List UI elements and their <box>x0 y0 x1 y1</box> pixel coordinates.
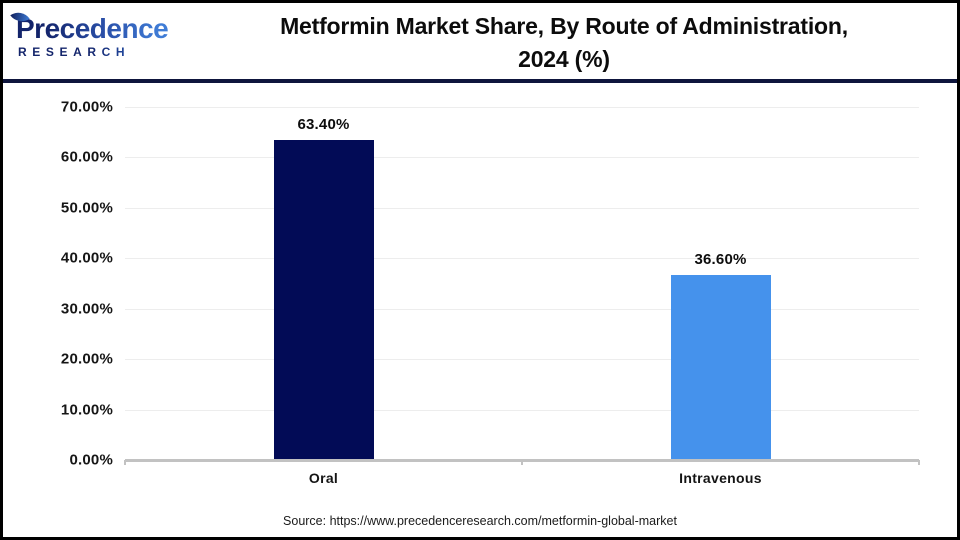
header: Precedence RESEARCH Metformin Market Sha… <box>3 3 957 79</box>
header-divider <box>3 79 957 83</box>
brand-logo: Precedence RESEARCH <box>10 7 176 59</box>
x-axis-tick <box>918 460 920 465</box>
y-tick-label: 0.00% <box>69 451 113 469</box>
chart-title-line1: Metformin Market Share, By Route of Admi… <box>280 13 848 39</box>
plot-area: 63.40% 36.60% <box>124 107 920 465</box>
bar <box>670 275 771 460</box>
y-tick-label: 20.00% <box>60 350 113 368</box>
y-tick-label: 40.00% <box>60 249 113 267</box>
source-text: Source: https://www.precedenceresearch.c… <box>283 514 677 528</box>
logo-subtitle: RESEARCH <box>16 45 176 59</box>
y-tick-label: 60.00% <box>60 148 113 166</box>
chart-title: Metformin Market Share, By Route of Admi… <box>178 10 950 76</box>
bar-value-label: 36.60% <box>694 251 747 269</box>
gridline <box>125 409 919 411</box>
y-axis-labels: 70.00% 60.00% 50.00% 40.00% 30.00% 20.00% 10.0… <box>3 99 113 469</box>
logo-wordmark: Precedence <box>10 7 176 44</box>
gridline <box>125 258 919 260</box>
y-tick-label: 50.00% <box>60 199 113 217</box>
gridline <box>125 107 919 108</box>
chart-title-line2: 2024 (%) <box>518 46 610 72</box>
x-category-label: Intravenous <box>679 470 762 486</box>
bar-group-oral: 63.40% <box>125 107 522 460</box>
x-axis-tick <box>124 460 126 465</box>
x-axis-tick <box>521 460 523 465</box>
bar-area: 63.40% 36.60% <box>125 107 919 460</box>
bar <box>273 140 374 460</box>
gridline <box>125 359 919 361</box>
logo-name-text: Precedence <box>16 13 169 44</box>
gridline <box>125 207 919 209</box>
x-axis-labels: Oral Intravenous <box>125 470 919 486</box>
gridline <box>125 308 919 310</box>
gridline <box>125 157 919 159</box>
bar-value-label: 63.40% <box>297 116 350 134</box>
bar-group-intravenous: 36.60% <box>522 107 919 460</box>
y-tick-label: 10.00% <box>60 401 113 419</box>
y-tick-label: 70.00% <box>60 98 113 116</box>
x-category-label: Oral <box>308 470 339 486</box>
y-tick-label: 30.00% <box>60 300 113 318</box>
